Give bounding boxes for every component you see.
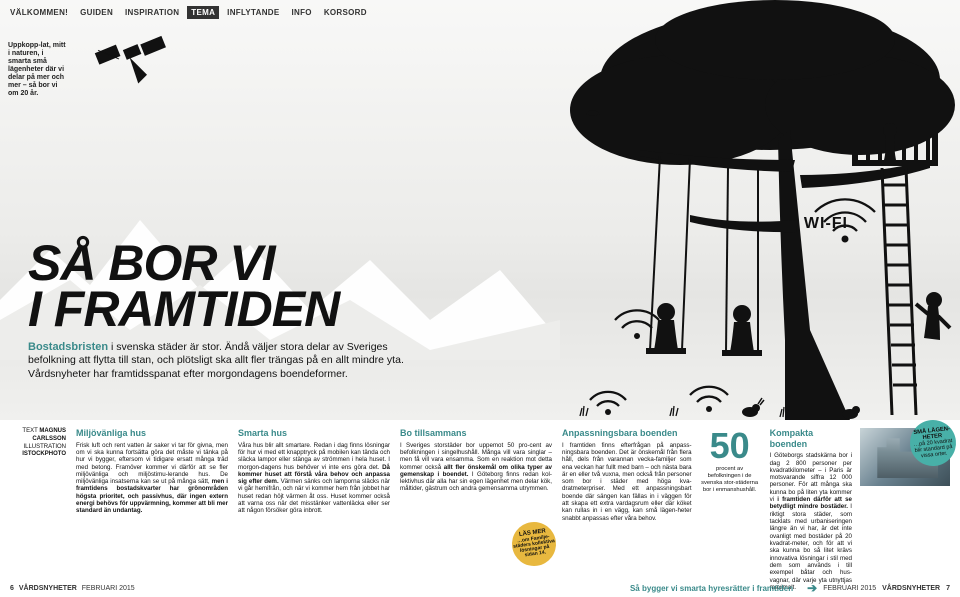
right-pub: VÅRDSNYHETER (882, 585, 940, 592)
headline: SÅ BOR VII FRAMTIDEN (28, 240, 339, 332)
credit-text-label: TEXT (22, 428, 37, 434)
col-4-title: Anpassningsbara boenden (562, 428, 692, 439)
top-nav: VÄLKOMMEN! GUIDEN INSPIRATION TEMA INFLYTAND… (6, 6, 371, 19)
wifi-label: WI-FI (804, 215, 848, 233)
headline-line2: I FRAMTIDEN (28, 281, 339, 337)
col-4: Anpassningsbara boenden I framtiden finn… (562, 428, 760, 572)
nav-item-tema[interactable]: TEMA (187, 6, 219, 19)
read-more-bubble: LÄS MER …om Familje-städers kollektiva l… (509, 519, 559, 569)
right-page-num: 7 (946, 585, 950, 592)
col-2-title: Smarta hus (238, 428, 390, 439)
nav-item-välkommen![interactable]: VÄLKOMMEN! (6, 6, 72, 19)
credit-text-value: MAGNUS CARLSSON (32, 428, 66, 442)
col-3-title: Bo tillsammans (400, 428, 552, 439)
col-5-bold: i framtiden därför att se betydligt mind… (770, 496, 852, 510)
hero-illustration: WI-FI SÅ BOR VII FRAMTIDEN Bostadsbriste… (0, 0, 960, 420)
col-2-body: Våra hus blir allt smartare. Redan i dag… (238, 442, 390, 471)
tree-scene (530, 0, 960, 420)
col-5-body2: I riktigt stora städer, som tacklats med… (770, 503, 852, 590)
credit-illu-label: ILLUSTRATION (23, 444, 66, 450)
nav-item-inspiration[interactable]: INSPIRATION (121, 6, 183, 19)
col-4-body: I framtiden finns efterfrågan på anpass-… (562, 442, 692, 522)
nav-item-korsord[interactable]: KORSORD (320, 6, 371, 19)
left-page-num: 6 (10, 585, 14, 592)
credits-block: TEXT MAGNUS CARLSSON ILLUSTRATION ISTOCK… (8, 428, 66, 572)
satellite-icon (88, 24, 178, 94)
read-more-text: …om Familje-städers kollektiva lösningar… (511, 534, 557, 561)
big-number-stat: 50 procent av befolkningen i de svenska … (700, 428, 760, 572)
col-1-title: Miljövänliga hus (76, 428, 228, 439)
nav-item-guiden[interactable]: GUIDEN (76, 6, 117, 19)
footer-right: Så bygger vi smarta hyresrätter i framti… (630, 581, 950, 595)
intro-blurb: Uppkopp-lat, mitt i naturen, i smarta sm… (8, 42, 66, 98)
next-article-title: Så bygger vi smarta hyresrätter i framti… (630, 584, 793, 593)
col-5-photo-block: SMÅ LÄGEN-HETER …på 20 kvadrat blir stan… (860, 428, 952, 572)
arrow-icon: ➔ (807, 581, 817, 595)
nav-item-inflytande[interactable]: INFLYTANDE (223, 6, 283, 19)
col-5: Kompakta boenden I Göteborgs stadskärna … (770, 428, 952, 572)
big-number-caption: procent av befolkningen i de svenska sto… (700, 466, 760, 494)
col-5-title: Kompakta boenden (770, 428, 852, 449)
page-footer: 6 VÅRDSNYHETER FEBRUARI 2015 Så bygger v… (0, 579, 960, 597)
col-3: Bo tillsammans I Sveriges storstäder bor… (400, 428, 552, 572)
article-columns: TEXT MAGNUS CARLSSON ILLUSTRATION ISTOCK… (0, 422, 960, 572)
lede-highlight: Bostadsbristen (28, 341, 108, 353)
footer-left: 6 VÅRDSNYHETER FEBRUARI 2015 (10, 585, 135, 592)
bubble-text: …på 20 kvadrat blir standard på vissa or… (910, 438, 958, 461)
credit-illu-value: ISTOCKPHOTO (22, 451, 66, 457)
lede-paragraph: Bostadsbristen i svenska städer är stor.… (28, 340, 428, 381)
nav-item-info[interactable]: INFO (288, 6, 316, 19)
left-date: FEBRUARI 2015 (82, 585, 135, 592)
right-date: FEBRUARI 2015 (823, 585, 876, 592)
left-pub: VÅRDSNYHETER (19, 585, 77, 592)
col-1-body: Frisk luft och rent vatten är saker vi t… (76, 442, 228, 486)
col-2: Smarta hus Våra hus blir allt smartare. … (238, 428, 390, 572)
big-number-value: 50 (700, 428, 760, 464)
col-1: Miljövänliga hus Frisk luft och rent vat… (76, 428, 228, 572)
